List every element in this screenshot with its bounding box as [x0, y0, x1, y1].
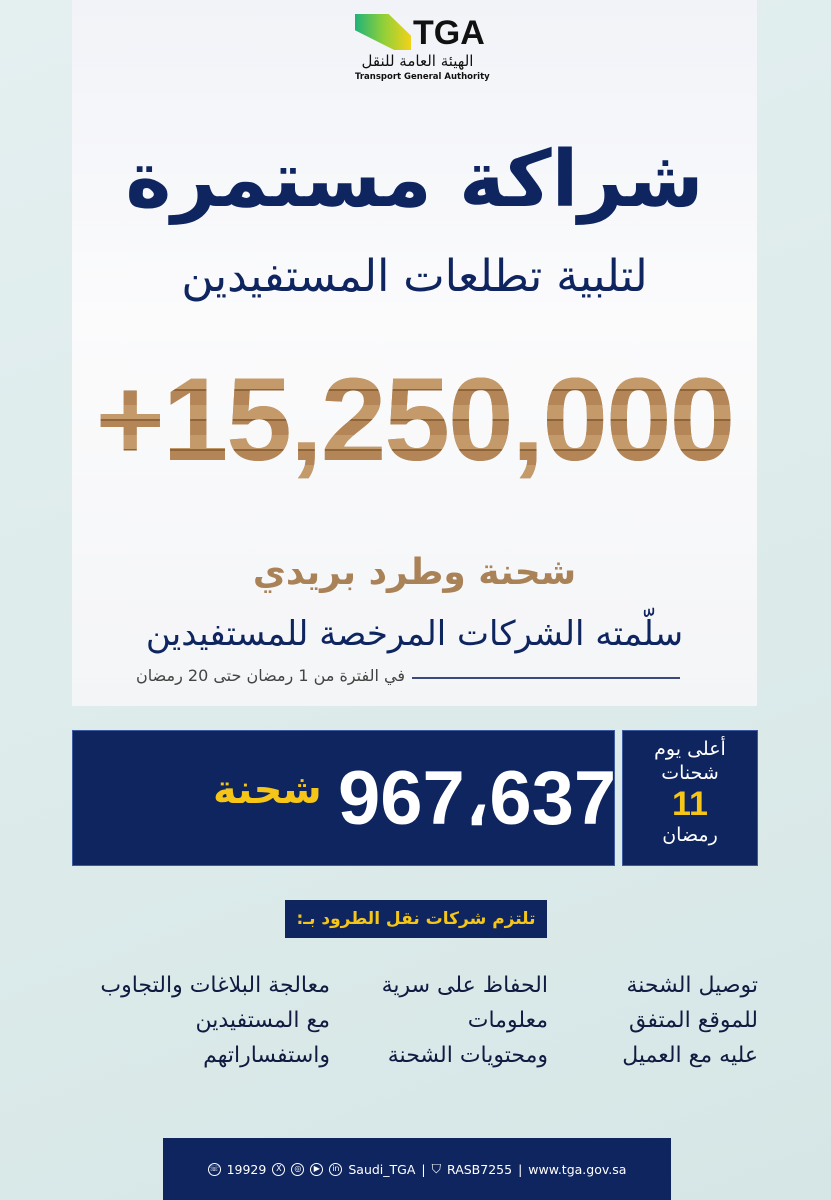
line: عليه مع العميل: [622, 1043, 758, 1068]
separator: |: [421, 1161, 426, 1177]
total-description: سلّمته الشركات المرخصة للمستفيدين: [145, 614, 684, 654]
website-link[interactable]: www.tga.gov.sa: [528, 1161, 627, 1177]
logo-arabic: الهيئة العامة للنقل: [361, 52, 474, 70]
headline-title: شراكة مستمرة: [125, 135, 704, 225]
peak-value-box: 967،637 شحنة: [72, 730, 617, 866]
line: توصيل الشحنة: [626, 973, 758, 998]
period-text: في الفترة من 1 رمضان حتى 20 رمضان: [136, 666, 405, 685]
total-shipments-number: +15,250,000: [72, 345, 757, 495]
logo-english: Transport General Authority: [355, 72, 490, 82]
line: مع المستفيدين: [195, 1008, 330, 1033]
phone-icon: ☏: [207, 1162, 221, 1176]
social-handle[interactable]: Saudi_TGA: [348, 1161, 416, 1177]
logo-brand: TGA: [413, 14, 485, 52]
peak-month: رمضان: [662, 824, 718, 846]
peak-unit: شحنة: [213, 767, 322, 813]
commitment-item: توصيل الشحنة للموقع المتفق عليه مع العمي…: [588, 968, 758, 1073]
phone-number[interactable]: 19929: [226, 1161, 267, 1177]
peak-value: 967،637: [338, 756, 617, 841]
linkedin-icon[interactable]: in: [329, 1162, 343, 1176]
line: معالجة البلاغات والتجاوب: [100, 973, 330, 998]
line: ومحتويات الشحنة: [387, 1043, 548, 1068]
tga-logo: TGA الهيئة العامة للنقل Transport Genera…: [355, 14, 490, 88]
line: معلومات: [467, 1008, 548, 1033]
location-code: RASB7255: [447, 1161, 513, 1177]
peak-day-box: أعلى يوم شحنات 11 رمضان: [622, 730, 758, 866]
line: الحفاظ على سرية: [381, 973, 548, 998]
commitments-heading: تلتزم شركات نقل الطرود بـ:: [285, 900, 547, 938]
separator: |: [518, 1161, 523, 1177]
line: للموقع المتفق: [629, 1008, 758, 1033]
commitment-item: معالجة البلاغات والتجاوب مع المستفيدين و…: [70, 968, 330, 1073]
divider: [412, 677, 680, 679]
footer: ☏ 19929 X ◎ ▶ in Saudi_TGA | ⛉ RASB7255 …: [163, 1138, 671, 1200]
headline-subtitle: لتلبية تطلعات المستفيدين: [181, 251, 648, 302]
line: واستفساراتهم: [203, 1043, 330, 1068]
commitment-item: الحفاظ على سرية معلومات ومحتويات الشحنة: [348, 968, 548, 1073]
x-icon[interactable]: X: [272, 1162, 286, 1176]
location-icon: ⛉: [431, 1161, 442, 1176]
peak-title-2: شحنات: [661, 762, 719, 784]
total-label: شحنة وطرد بريدي: [252, 552, 577, 593]
peak-day: 11: [672, 785, 708, 823]
peak-title-1: أعلى يوم: [654, 738, 726, 760]
logo-mark-icon: [355, 14, 411, 50]
youtube-icon[interactable]: ▶: [310, 1162, 324, 1176]
instagram-icon[interactable]: ◎: [291, 1162, 305, 1176]
